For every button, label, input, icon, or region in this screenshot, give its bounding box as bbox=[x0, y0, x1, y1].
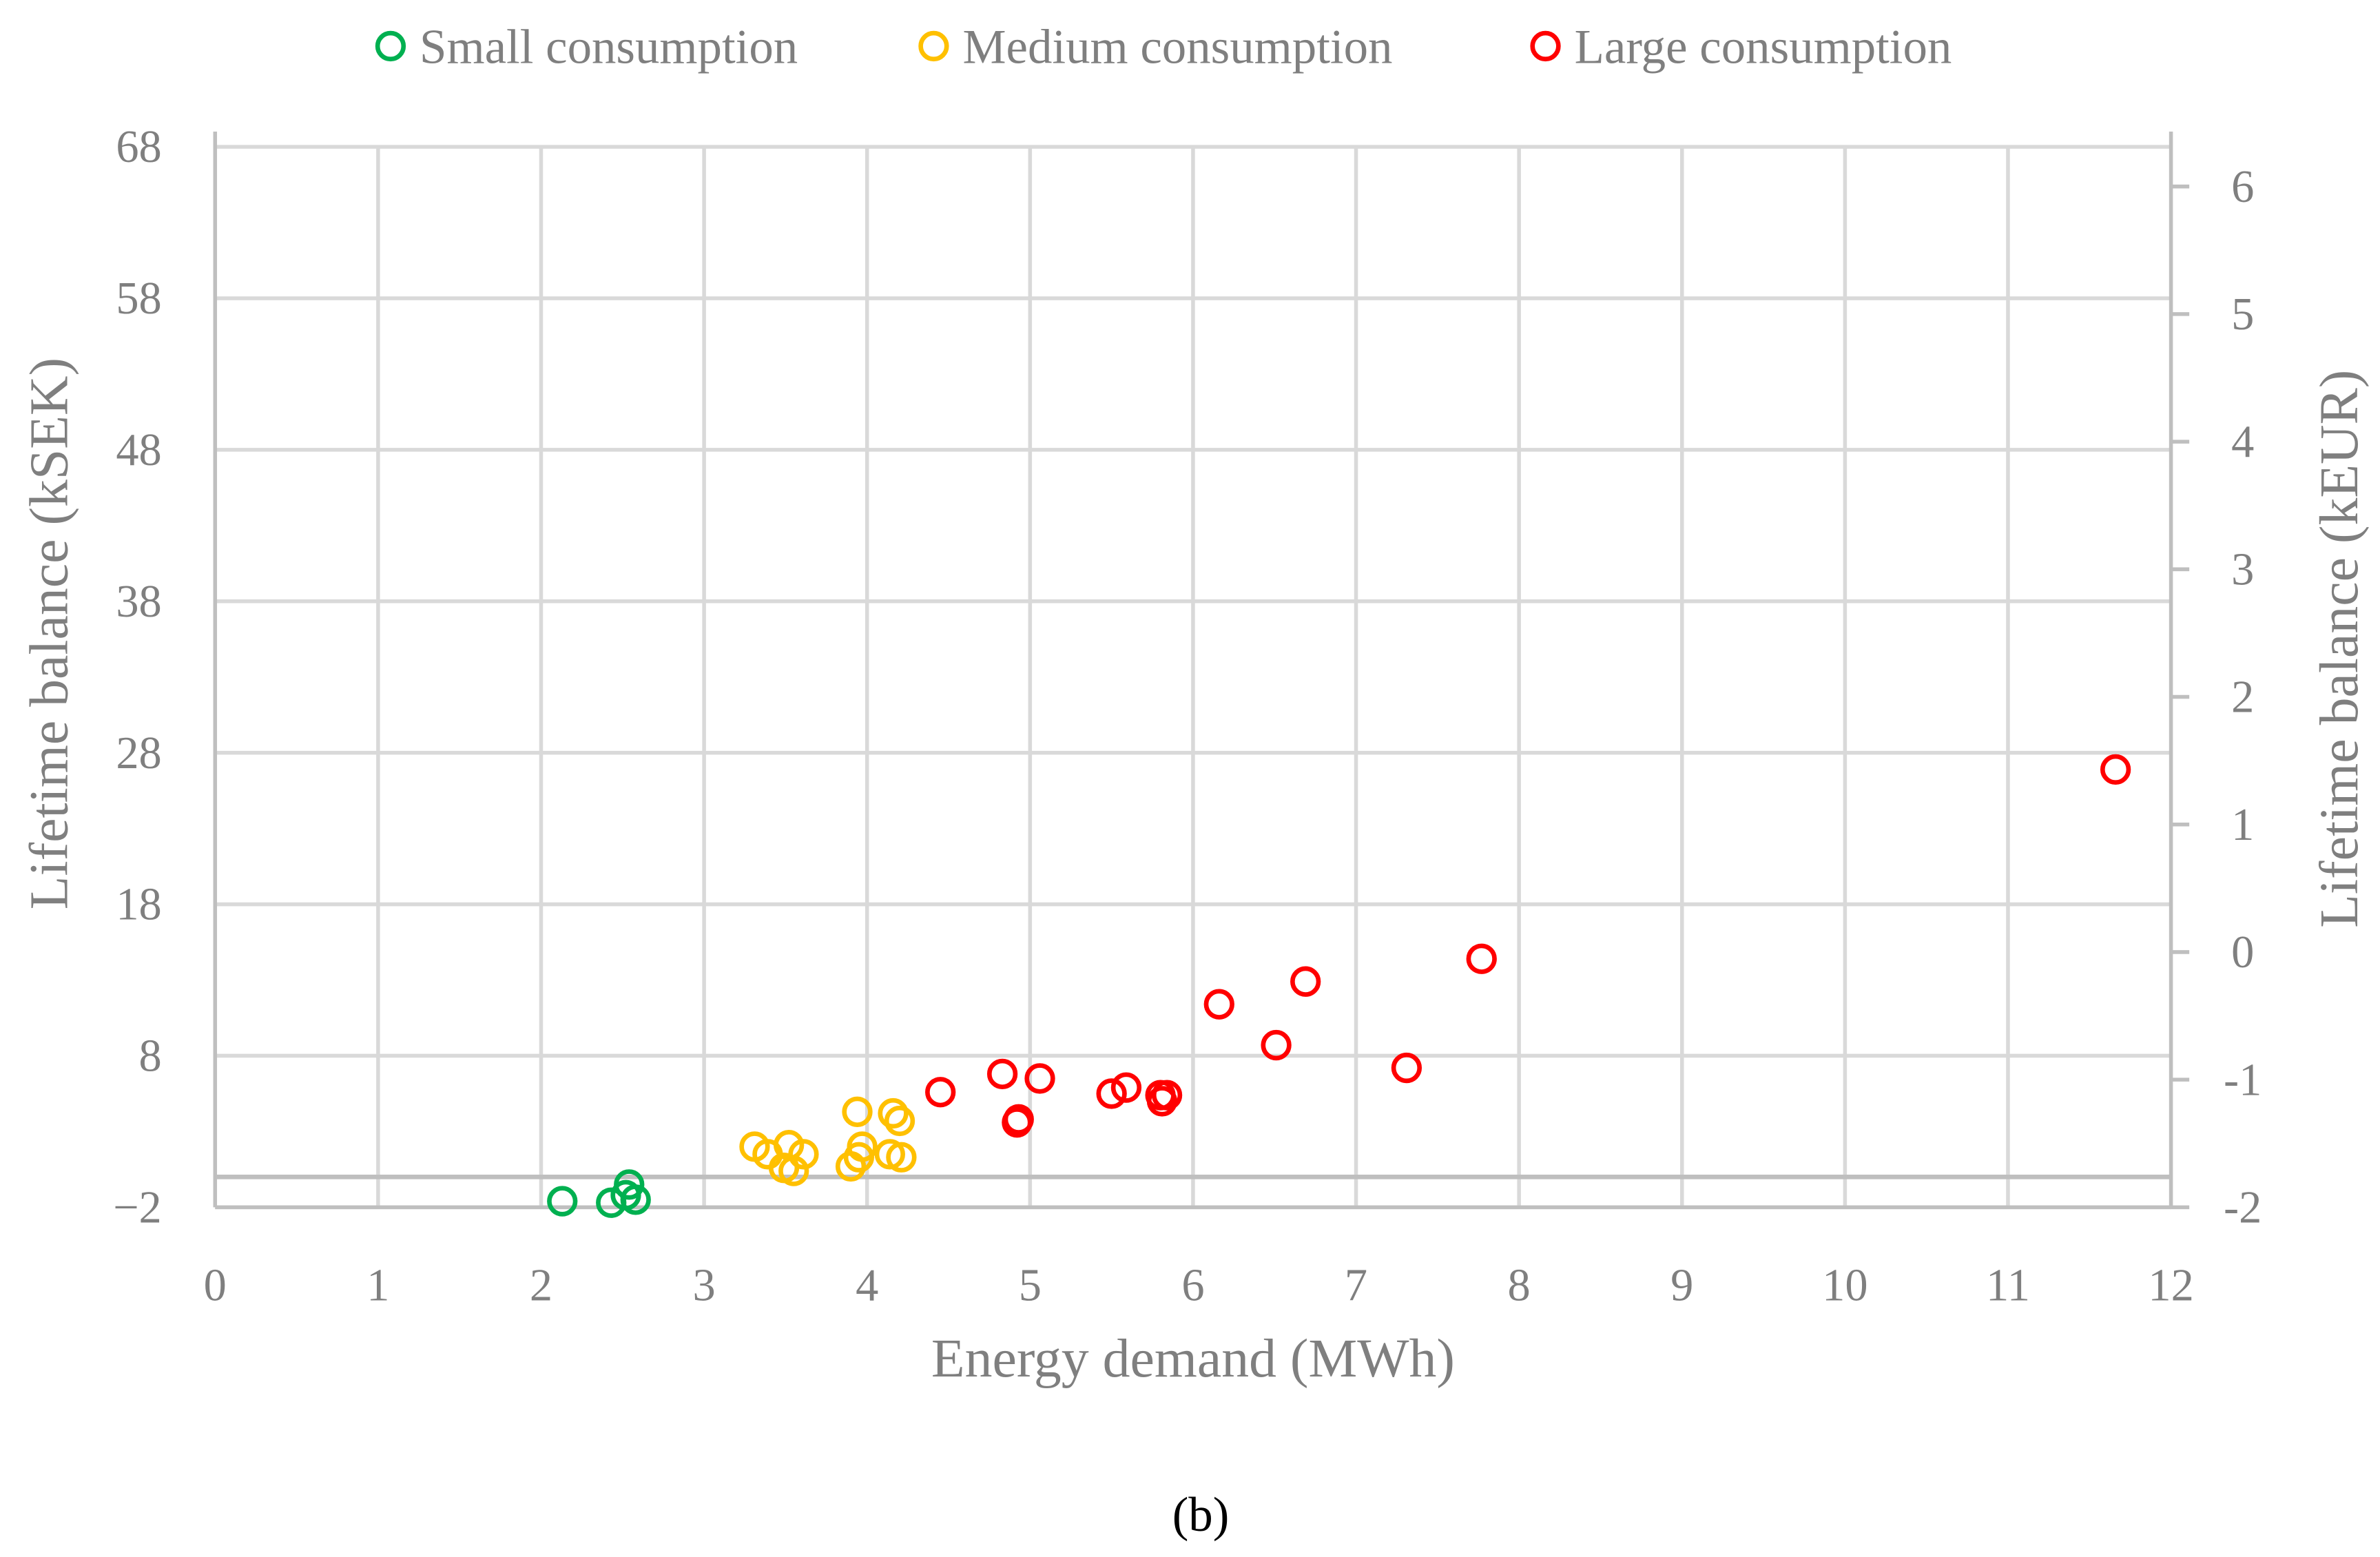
legend-marker-icon bbox=[1530, 30, 1561, 62]
data-point-large-consumption bbox=[1110, 1072, 1142, 1103]
legend-marker-icon bbox=[918, 30, 949, 62]
y-tick-label: 48 bbox=[116, 425, 161, 475]
y2-tick-label: 0 bbox=[2231, 927, 2254, 978]
y-tick-label: 68 bbox=[116, 122, 161, 172]
x-tick-label: 11 bbox=[1986, 1260, 2030, 1310]
y2-tick-label: 2 bbox=[2231, 672, 2254, 723]
legend-label: Small consumption bbox=[420, 20, 798, 74]
data-point-medium-consumption bbox=[835, 1151, 867, 1182]
x-tick-label: 10 bbox=[1822, 1260, 1867, 1310]
x-tick-label: 3 bbox=[692, 1260, 715, 1310]
data-point-large-consumption bbox=[925, 1077, 956, 1108]
y2-axis-label: Lifetime balance (kEUR) bbox=[2309, 370, 2370, 928]
data-point-large-consumption bbox=[1146, 1086, 1178, 1117]
y-tick-label: −2 bbox=[113, 1182, 162, 1233]
legend-label: Medium consumption bbox=[963, 20, 1393, 74]
y-tick-label: 18 bbox=[116, 880, 161, 930]
x-tick-label: 0 bbox=[204, 1260, 227, 1310]
x-tick-label: 6 bbox=[1181, 1260, 1204, 1310]
legend: Small consumption Medium consumption Large… bbox=[375, 20, 1952, 74]
x-tick-label: 7 bbox=[1345, 1260, 1367, 1310]
y-tick-label: 8 bbox=[139, 1031, 162, 1082]
data-point-large-consumption bbox=[1290, 966, 1321, 997]
data-point-large-consumption bbox=[1003, 1104, 1034, 1135]
legend-marker-icon bbox=[375, 30, 406, 62]
data-point-medium-consumption bbox=[842, 1096, 873, 1127]
data-point-large-consumption bbox=[2100, 754, 2131, 785]
data-point-medium-consumption bbox=[878, 1097, 909, 1129]
data-point-medium-consumption bbox=[843, 1142, 875, 1173]
data-point-small-consumption bbox=[620, 1184, 651, 1215]
x-tick-label: 9 bbox=[1670, 1260, 1693, 1310]
y2-tick-label: -2 bbox=[2224, 1182, 2262, 1233]
x-tick-label: 12 bbox=[2148, 1260, 2193, 1310]
data-point-large-consumption bbox=[1261, 1029, 1292, 1061]
data-point-small-consumption bbox=[547, 1186, 578, 1217]
y-tick-label: 28 bbox=[116, 728, 161, 778]
x-axis-label: Energy demand (MWh) bbox=[931, 1328, 1455, 1389]
x-tick-label: 1 bbox=[366, 1260, 389, 1310]
figure-caption: (b) bbox=[1172, 1488, 1230, 1542]
data-point-large-consumption bbox=[986, 1058, 1018, 1089]
y-axis-label: Lifetime balance (kSEK) bbox=[19, 358, 79, 909]
data-point-large-consumption bbox=[1466, 943, 1497, 974]
y-tick-label: 38 bbox=[116, 577, 161, 627]
x-tick-label: 5 bbox=[1019, 1260, 1042, 1310]
y2-tick-label: 1 bbox=[2231, 800, 2254, 850]
y2-tick-label: 6 bbox=[2231, 162, 2254, 212]
axes: 0 1 2 3 4 5 6 7 8 9 10 11 126858483828188−26543210-1… bbox=[113, 122, 2262, 1310]
data-point-large-consumption bbox=[1096, 1078, 1127, 1109]
data-point-large-consumption bbox=[1151, 1080, 1183, 1111]
y2-tick-label: 3 bbox=[2231, 544, 2254, 595]
y2-tick-label: -1 bbox=[2224, 1055, 2262, 1105]
data-point-large-consumption bbox=[1391, 1052, 1422, 1084]
y2-tick-label: 4 bbox=[2231, 417, 2254, 467]
data-point-medium-consumption bbox=[788, 1139, 819, 1170]
y-tick-label: 58 bbox=[116, 274, 161, 324]
data-point-medium-consumption bbox=[886, 1142, 917, 1173]
grid bbox=[215, 145, 2171, 1210]
data-point-large-consumption bbox=[1203, 989, 1234, 1020]
legend-label: Large consumption bbox=[1575, 20, 1952, 74]
x-tick-label: 4 bbox=[856, 1260, 878, 1310]
data-point-medium-consumption bbox=[884, 1105, 915, 1137]
y2-tick-label: 5 bbox=[2231, 289, 2254, 340]
data-point-medium-consumption bbox=[778, 1155, 809, 1186]
x-tick-label: 2 bbox=[530, 1260, 552, 1310]
x-tick-label: 8 bbox=[1508, 1260, 1531, 1310]
data-points bbox=[547, 754, 2131, 1218]
data-point-large-consumption bbox=[1024, 1063, 1055, 1094]
